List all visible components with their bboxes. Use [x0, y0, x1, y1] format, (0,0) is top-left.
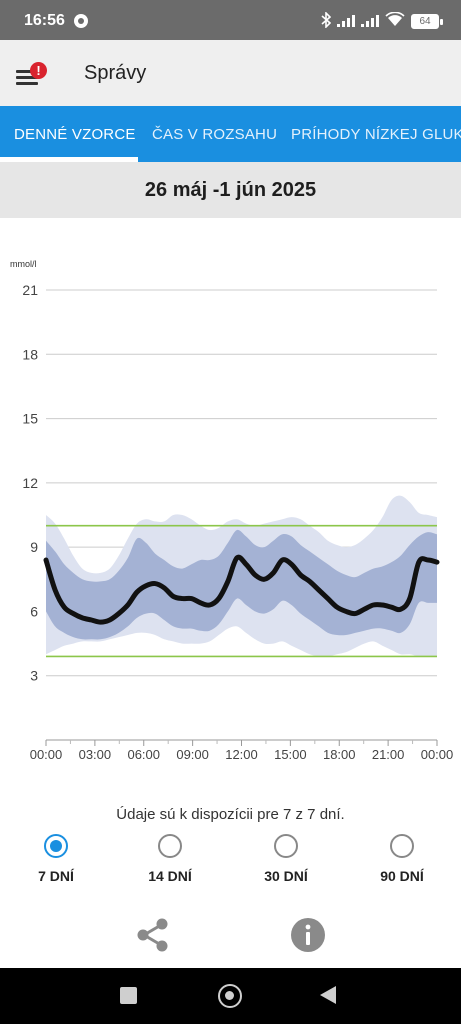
label-30-days: 30 DNÍ — [264, 868, 308, 884]
tab-indicator — [0, 157, 138, 162]
y-tick-label: 3 — [30, 668, 38, 684]
y-tick-label: 6 — [30, 603, 38, 619]
report-tabs: DENNÉ VZORCE ČAS V ROZSAHU PRÍHODY NÍZKE… — [0, 106, 461, 162]
y-tick-label: 9 — [30, 539, 38, 555]
info-button[interactable] — [290, 917, 326, 953]
signal-icon-1 — [337, 15, 355, 27]
home-button[interactable] — [218, 984, 242, 1008]
x-tick-label: 09:00 — [176, 747, 209, 762]
period-selector: 7 DNÍ 14 DNÍ 30 DNÍ 90 DNÍ — [0, 832, 461, 892]
recents-button[interactable] — [120, 987, 137, 1004]
date-range: 26 máj -1 jún 2025 — [0, 162, 461, 218]
signal-icon-2 — [361, 15, 379, 27]
tab-low-glucose-events[interactable]: PRÍHODY NÍZKEJ GLUKÓ — [291, 126, 461, 143]
tab-time-in-range[interactable]: ČAS V ROZSAHU — [152, 126, 278, 143]
label-90-days: 90 DNÍ — [380, 868, 424, 884]
x-tick-label: 03:00 — [79, 747, 112, 762]
status-icons: 64 — [321, 10, 443, 31]
menu-button[interactable] — [16, 66, 42, 86]
band-p25-p75 — [46, 529, 437, 640]
radio-90-days[interactable] — [390, 834, 414, 858]
alert-badge: ! — [30, 62, 47, 79]
status-time: 16:56 — [24, 12, 65, 29]
chart-svg: mmol/l 3 6 9 12 15 18 21 00:00 03:00 06:00 09:00 12:… — [10, 259, 454, 762]
x-tick-label: 15:00 — [274, 747, 307, 762]
x-tick-label: 18:00 — [323, 747, 356, 762]
y-tick-label: 15 — [22, 411, 38, 427]
x-tick-label: 00:00 — [421, 747, 454, 762]
screen-record-icon — [74, 14, 88, 28]
y-unit-label: mmol/l — [10, 259, 37, 269]
tab-daily-patterns[interactable]: DENNÉ VZORCE — [14, 126, 136, 143]
app-bar: ! Správy — [0, 40, 461, 106]
daily-pattern-chart: mmol/l 3 6 9 12 15 18 21 00:00 03:00 06:00 09:00 12:… — [0, 240, 461, 780]
system-nav-bar — [0, 968, 461, 1024]
y-tick-label: 18 — [22, 346, 38, 362]
label-14-days: 14 DNÍ — [148, 868, 192, 884]
data-availability-text: Údaje sú k dispozícii pre 7 z 7 dní. — [116, 806, 345, 823]
x-tick-label: 06:00 — [127, 747, 160, 762]
radio-30-days[interactable] — [274, 834, 298, 858]
x-tick-label: 21:00 — [372, 747, 405, 762]
battery-icon: 64 — [411, 13, 443, 29]
bluetooth-icon — [321, 10, 332, 31]
page-title: Správy — [84, 62, 147, 84]
info-icon — [291, 918, 325, 952]
median-line — [43, 554, 440, 625]
x-tick-label: 12:00 — [225, 747, 258, 762]
radio-7-days[interactable] — [44, 834, 68, 858]
label-7-days: 7 DNÍ — [38, 868, 74, 884]
y-tick-label: 21 — [22, 282, 38, 298]
share-button[interactable] — [134, 916, 172, 954]
x-tick-label: 00:00 — [30, 747, 63, 762]
status-bar: 16:56 64 — [0, 0, 461, 40]
wifi-icon — [385, 11, 405, 30]
y-tick-label: 12 — [22, 475, 38, 491]
hamburger-icon — [16, 70, 38, 73]
radio-14-days[interactable] — [158, 834, 182, 858]
share-icon — [137, 918, 168, 952]
back-button[interactable] — [320, 986, 336, 1004]
